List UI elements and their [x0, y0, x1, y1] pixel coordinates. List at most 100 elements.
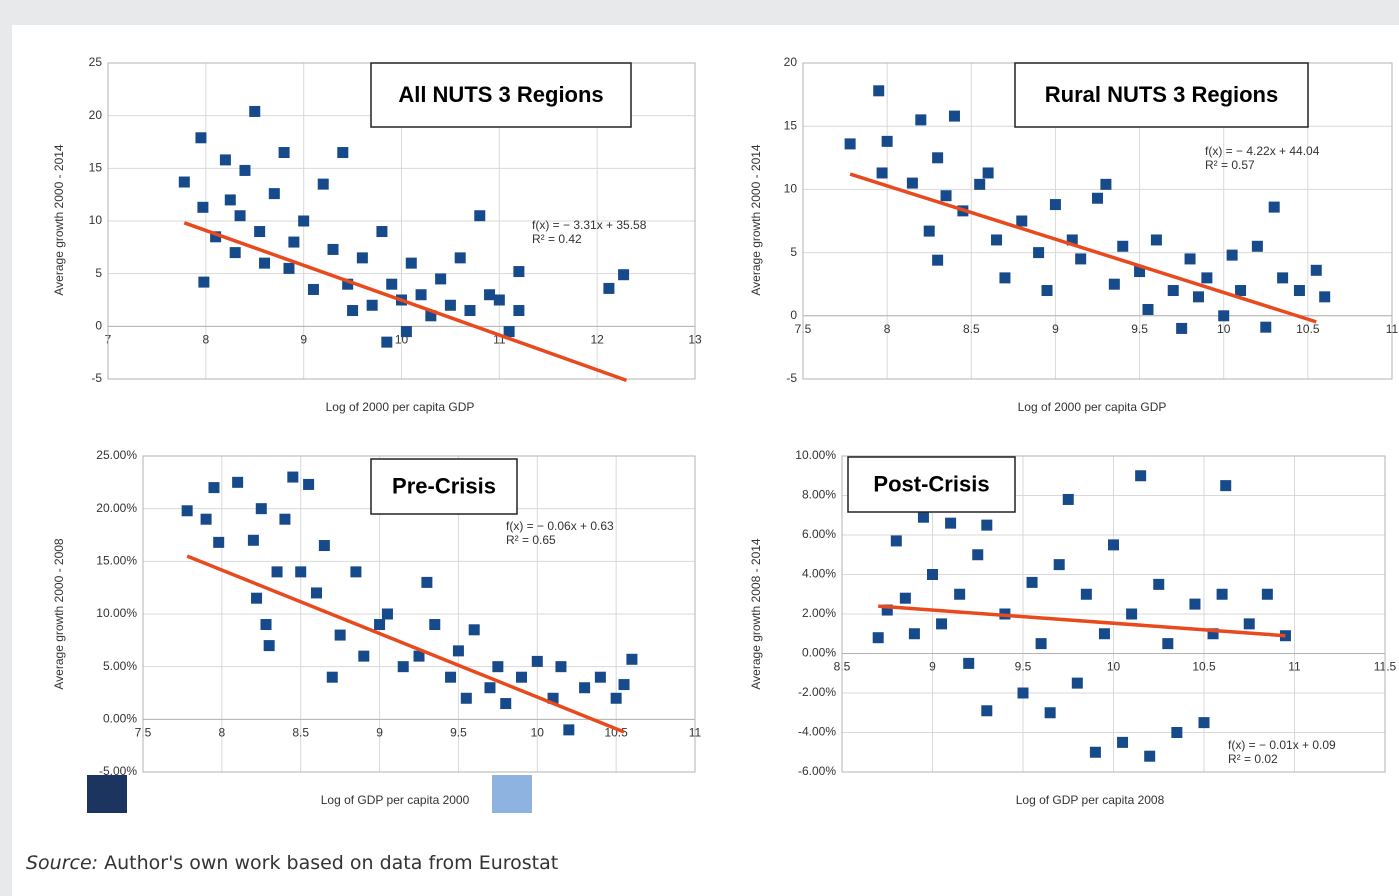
trend-line [849, 172, 1317, 324]
point [1126, 608, 1138, 620]
x-tick-label: 9 [300, 333, 307, 347]
x-tick-label: 12 [590, 333, 604, 347]
point [873, 85, 885, 97]
point [881, 135, 893, 147]
point [1260, 321, 1272, 333]
point [1144, 750, 1156, 762]
point [932, 152, 944, 164]
x-tick-label: 8 [884, 322, 891, 336]
point [1134, 266, 1146, 278]
y-tick-label: -5 [91, 371, 102, 385]
point [1162, 638, 1174, 650]
point [1041, 285, 1053, 297]
point [287, 471, 299, 483]
point [626, 653, 638, 665]
y-tick-label: -5.00% [99, 764, 137, 778]
point [444, 299, 456, 311]
point [208, 482, 220, 494]
chart-title: Rural NUTS 3 Regions [1045, 82, 1278, 107]
y-tick-label: 4.00% [802, 567, 836, 581]
point [1243, 618, 1255, 630]
point [445, 671, 457, 683]
point [972, 549, 984, 561]
point [334, 629, 346, 641]
point [982, 167, 994, 179]
point [337, 147, 349, 159]
point [1100, 178, 1112, 190]
annotation: R² = 0.42 [532, 232, 582, 246]
point [547, 692, 559, 704]
title-box [370, 62, 632, 128]
point [468, 624, 480, 636]
point [1216, 588, 1228, 600]
point [288, 236, 300, 248]
point [1108, 278, 1120, 290]
y-axis-label: Average growth 2000 - 2014 [749, 144, 763, 296]
title-box [1014, 62, 1309, 128]
y-axis-label: Average growth 2008 - 2014 [749, 538, 763, 690]
point [945, 517, 957, 529]
point [181, 505, 193, 517]
point [876, 167, 888, 179]
point [492, 661, 504, 673]
point [198, 276, 210, 288]
point [906, 177, 918, 189]
x-tick-label: 9 [376, 726, 383, 740]
point [1098, 628, 1110, 640]
point [310, 587, 322, 599]
point [915, 114, 927, 126]
y-tick-label: 10.00% [795, 448, 836, 462]
x-tick-label: 10.5 [1296, 322, 1320, 336]
y-tick-label: 20.00% [96, 501, 137, 515]
y-tick-label: 25.00% [96, 448, 137, 462]
point [460, 692, 472, 704]
y-tick-label: 0.00% [802, 646, 836, 660]
point [1092, 192, 1103, 204]
point [295, 566, 307, 578]
point [405, 257, 417, 269]
y-tick-label: 0 [790, 308, 797, 322]
point [350, 566, 362, 578]
point [268, 188, 280, 200]
y-tick-label: -2.00% [798, 685, 836, 699]
point [178, 176, 190, 188]
point [366, 299, 378, 311]
point [516, 671, 528, 683]
x-tick-label: 8 [202, 333, 209, 347]
point [307, 283, 319, 295]
point [1016, 215, 1028, 227]
point [1189, 598, 1201, 610]
point [936, 618, 948, 630]
x-tick-label: 8.5 [963, 322, 980, 336]
point [917, 511, 929, 523]
point [400, 326, 412, 338]
point [484, 682, 496, 694]
point [899, 592, 911, 604]
annotation: f(x) = − 0.01x + 0.09 [1228, 738, 1336, 752]
point [948, 110, 960, 122]
y-tick-label: 15 [784, 118, 798, 132]
point [603, 282, 615, 294]
point [513, 266, 525, 278]
point [234, 210, 246, 222]
point [425, 310, 437, 322]
y-tick-label: 10.00% [96, 606, 137, 620]
point [454, 252, 466, 264]
point [881, 604, 893, 616]
point [452, 645, 464, 657]
point [1293, 285, 1305, 297]
x-tick-label: 9.5 [450, 726, 467, 740]
point [1207, 628, 1219, 640]
point [271, 566, 283, 578]
point [1117, 736, 1129, 748]
plot-frame [841, 455, 1386, 773]
point [279, 513, 291, 525]
point [618, 679, 630, 691]
x-tick-label: 9 [1052, 322, 1059, 336]
point [974, 178, 986, 190]
point [610, 692, 622, 704]
point [239, 164, 251, 176]
point [1277, 272, 1289, 284]
